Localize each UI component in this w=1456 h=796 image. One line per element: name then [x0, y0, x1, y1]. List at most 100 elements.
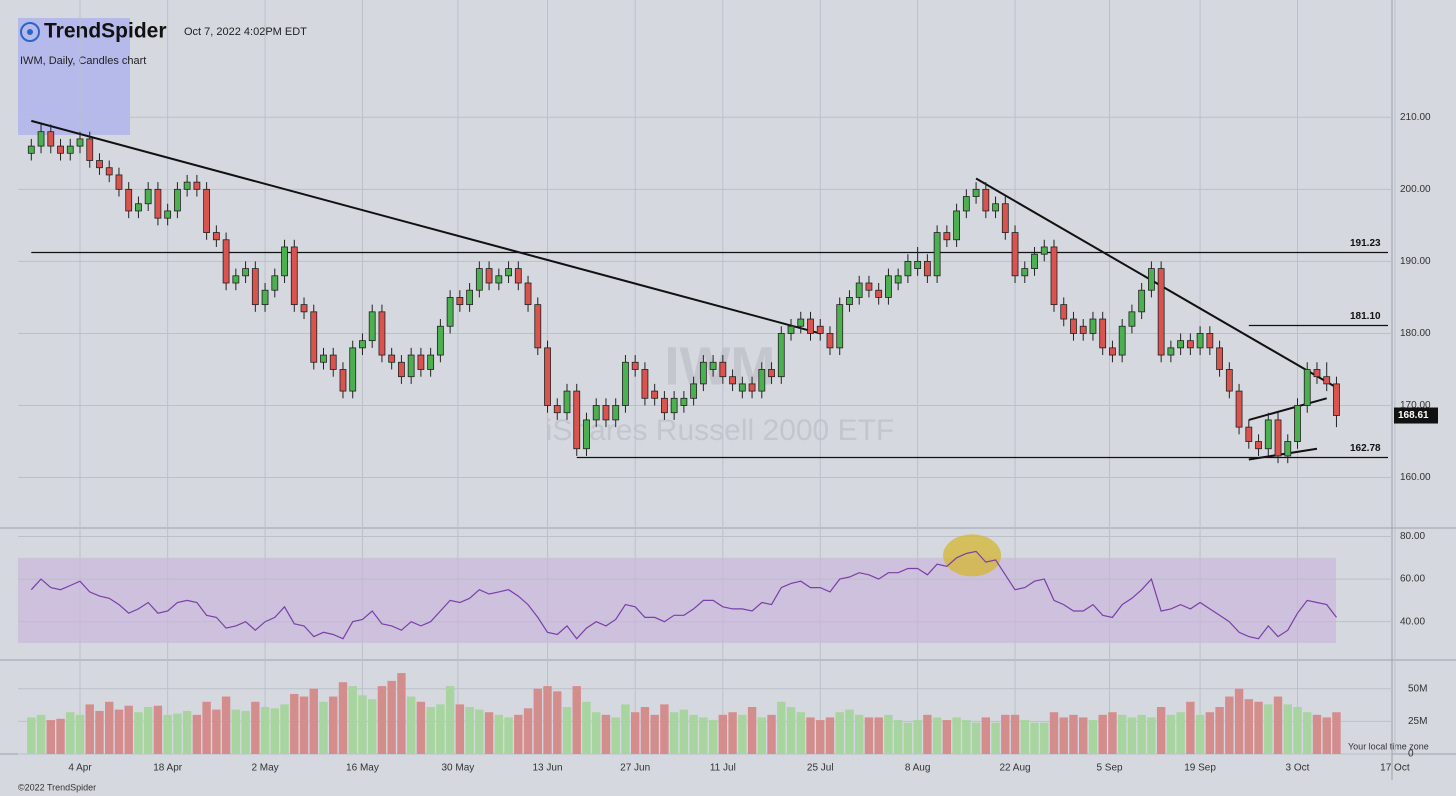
- candle-body: [816, 325, 824, 334]
- rsi-highlight: [943, 534, 1002, 577]
- candle-body: [544, 347, 551, 406]
- candle-body: [173, 188, 181, 212]
- volume-bar: [465, 707, 474, 754]
- volume-bar: [27, 717, 36, 754]
- candle-body: [777, 333, 785, 378]
- candle-body: [514, 268, 522, 284]
- volume-bar: [387, 680, 396, 754]
- candle-body: [232, 275, 240, 284]
- candle-body: [115, 174, 123, 190]
- volume-bar: [1079, 717, 1088, 754]
- x-tick-label: 4 Apr: [68, 763, 92, 774]
- candle-body: [709, 361, 717, 370]
- candle-body: [592, 405, 600, 421]
- candle-body: [417, 354, 425, 370]
- candle-body: [1167, 347, 1175, 356]
- x-tick-label: 17 Oct: [1380, 763, 1410, 774]
- candle-body: [475, 268, 483, 291]
- candle-body: [933, 232, 941, 277]
- volume-bar: [1332, 712, 1341, 754]
- candle-body: [1255, 441, 1262, 450]
- volume-bar: [718, 714, 728, 754]
- volume-bar: [562, 707, 572, 754]
- volume-bar: [368, 699, 377, 754]
- level-label: 162.78: [1350, 443, 1381, 454]
- volume-bar: [1010, 714, 1020, 754]
- candle-body: [164, 210, 172, 219]
- volume-bar: [1234, 688, 1244, 754]
- candle-body: [368, 311, 376, 342]
- candle-body: [1245, 426, 1253, 442]
- candle-body: [66, 145, 74, 154]
- volume-bar: [348, 686, 357, 754]
- candle-body: [300, 304, 308, 313]
- candle-body: [57, 145, 64, 154]
- volume-bar: [855, 714, 864, 754]
- candle-body: [1148, 268, 1155, 291]
- volume-bar: [523, 708, 533, 754]
- candle-body: [154, 188, 162, 219]
- rsi-tick-label: 40.00: [1400, 616, 1425, 627]
- volume-bar: [991, 722, 1000, 754]
- candle-body: [427, 354, 435, 370]
- volume-bar: [1098, 714, 1107, 754]
- candle-body: [261, 289, 269, 306]
- candle-body: [290, 246, 298, 306]
- volume-bar: [85, 704, 94, 754]
- volume-bar: [1059, 717, 1068, 754]
- volume-bar: [1225, 696, 1234, 754]
- candle-body: [1138, 289, 1146, 313]
- candle-body: [222, 239, 230, 284]
- volume-bar: [1088, 720, 1098, 754]
- volume-bar: [874, 717, 883, 754]
- volume-bar: [514, 714, 523, 754]
- candle-body: [992, 203, 999, 212]
- volume-bar: [124, 705, 133, 754]
- copyright: ©2022 TrendSpider: [18, 782, 96, 792]
- rsi-tick-label: 80.00: [1400, 531, 1425, 542]
- volume-bar: [1001, 714, 1010, 754]
- candle-body: [1070, 318, 1077, 334]
- candle-body: [76, 138, 84, 147]
- trendline: [31, 119, 821, 335]
- candle-body: [904, 260, 912, 277]
- candle-body: [310, 311, 318, 363]
- candle-body: [1157, 268, 1165, 356]
- volume-bar: [114, 709, 124, 754]
- candle-body: [651, 390, 659, 399]
- candle-body: [680, 397, 688, 406]
- volume-bar: [504, 717, 513, 754]
- volume-bar: [95, 710, 104, 754]
- candle-body: [281, 246, 288, 277]
- last-price-tag: [1394, 407, 1438, 424]
- y-tick-label: 160.00: [1400, 472, 1431, 483]
- candle-body: [690, 383, 698, 399]
- candle-body: [719, 361, 727, 378]
- candle-body: [1118, 325, 1126, 356]
- candle-body: [1099, 318, 1107, 349]
- candle-body: [456, 297, 464, 306]
- candle-body: [894, 275, 902, 284]
- volume-bar: [650, 714, 659, 754]
- volume-bar: [816, 720, 825, 754]
- volume-bar: [436, 704, 445, 754]
- candle-body: [407, 354, 415, 378]
- candle-body: [242, 268, 249, 277]
- candle-body: [1040, 246, 1048, 255]
- candle-body: [787, 325, 795, 334]
- y-tick-label: 170.00: [1400, 400, 1431, 411]
- volume-bar: [1244, 699, 1253, 754]
- candle-body: [1264, 419, 1272, 450]
- volume-bar: [484, 712, 494, 754]
- candle-body: [193, 181, 201, 190]
- rsi-band: [18, 557, 1336, 643]
- candle-body: [1294, 405, 1301, 442]
- candle-body: [563, 390, 571, 414]
- volume-bar: [679, 709, 689, 754]
- candle-body: [251, 268, 259, 306]
- candle-body: [612, 405, 620, 421]
- volume-bar: [358, 695, 367, 754]
- volume-bar: [1117, 714, 1127, 754]
- volume-bar: [377, 686, 387, 754]
- volume-bar: [1264, 704, 1273, 754]
